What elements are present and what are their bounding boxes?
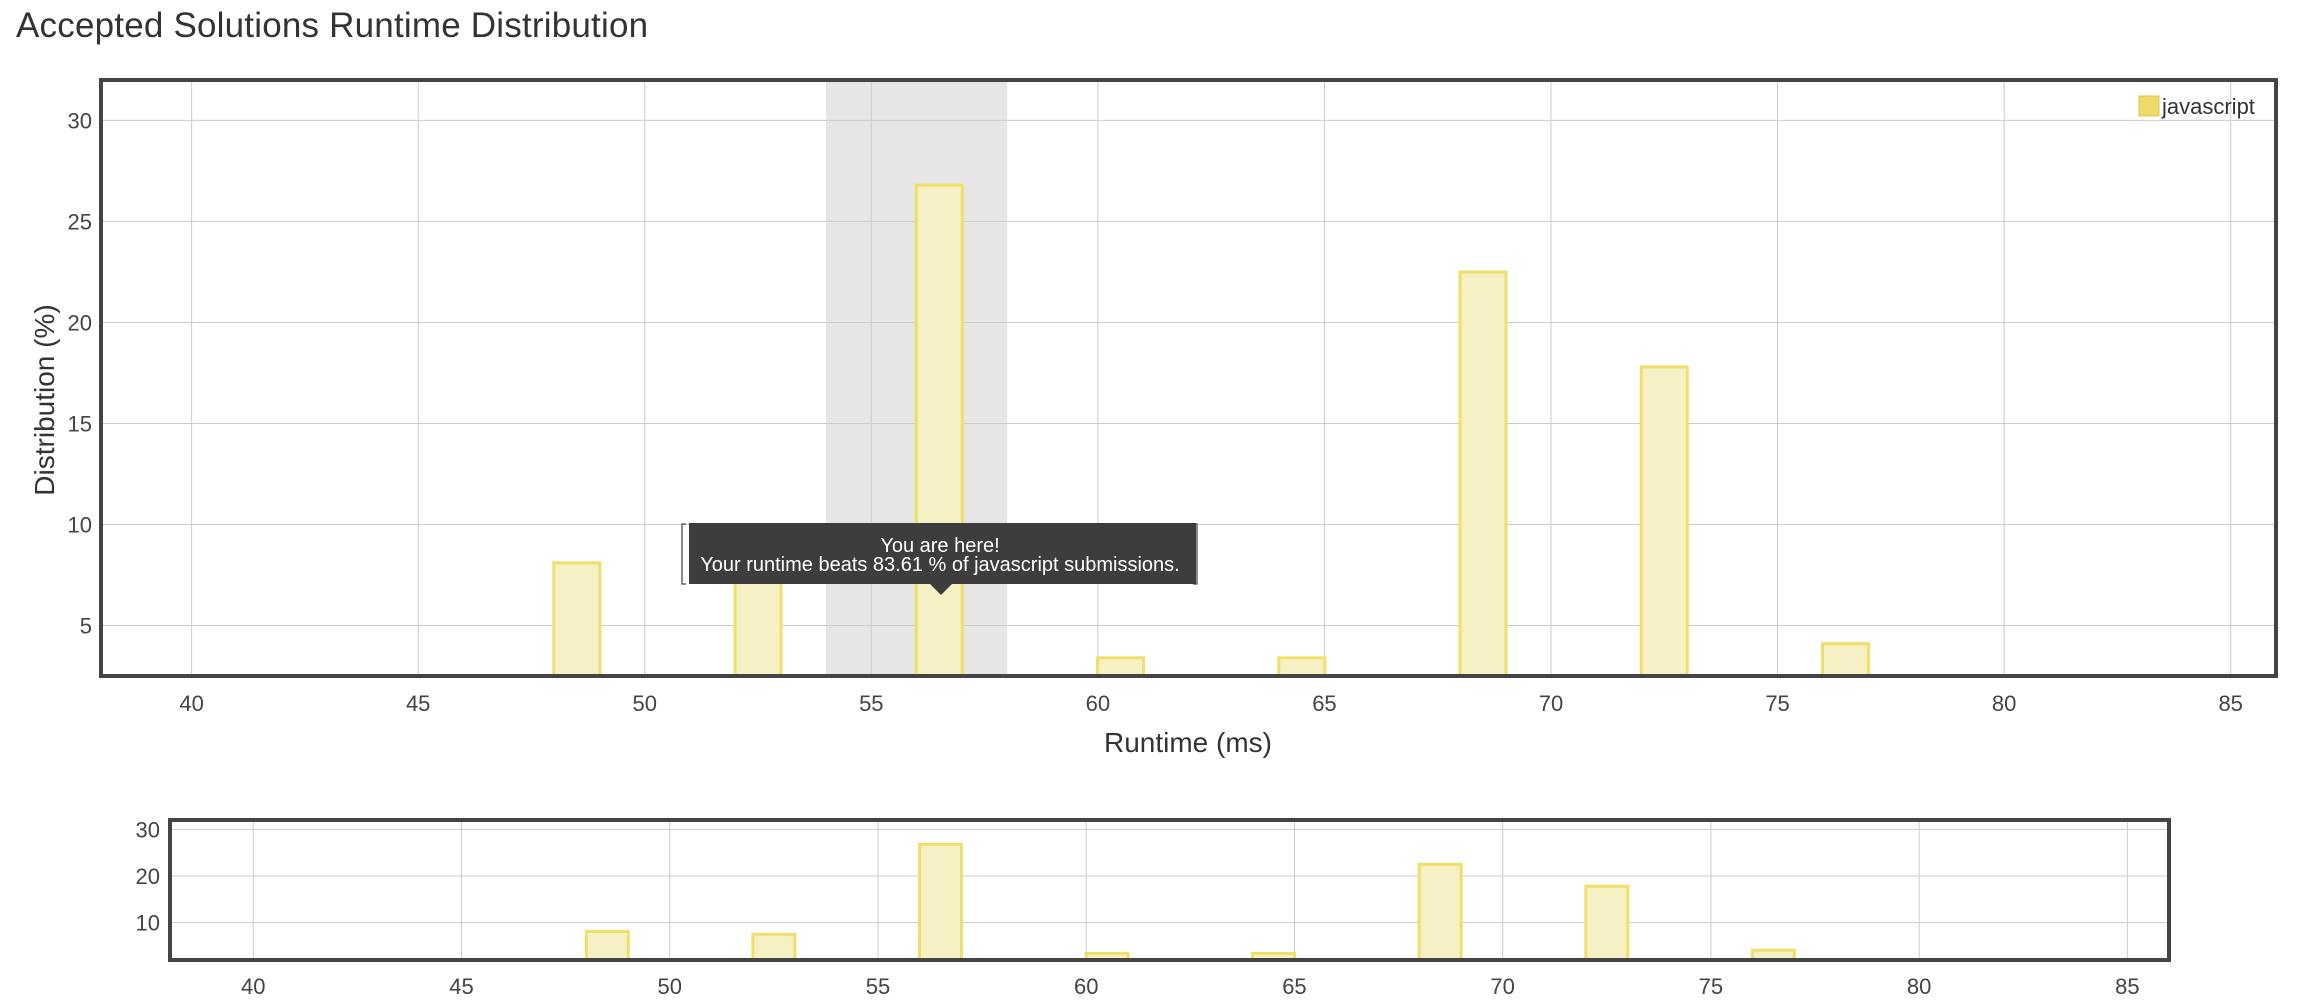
x-tick-label: 55 [859, 691, 883, 716]
bar[interactable] [1821, 642, 1871, 678]
navigator-grid [170, 820, 2169, 960]
bar[interactable] [751, 932, 797, 962]
y-tick-label: 25 [68, 209, 92, 234]
x-tick-label: 85 [2115, 974, 2139, 999]
x-tick-label: 60 [1086, 691, 1110, 716]
bar[interactable] [584, 930, 630, 962]
x-tick-label: 45 [406, 691, 430, 716]
x-tick-label: 55 [866, 974, 890, 999]
y-tick-label: 5 [80, 613, 92, 638]
bar[interactable] [1458, 270, 1508, 678]
y-tick-label: 20 [136, 864, 160, 889]
x-tick-label: 65 [1312, 691, 1336, 716]
x-tick-label: 70 [1539, 691, 1563, 716]
main-plot-frame [99, 78, 2278, 678]
runtime-tooltip: You are here! Your runtime beats 83.61 %… [681, 523, 1198, 595]
bar[interactable] [552, 561, 602, 678]
x-tick-label: 75 [1699, 974, 1723, 999]
page-title: Accepted Solutions Runtime Distribution [16, 6, 649, 45]
main-bars[interactable] [552, 183, 1871, 678]
bar[interactable] [1277, 656, 1327, 678]
main-y-ticks: 5 10 15 20 25 30 [68, 108, 92, 638]
x-tick-label: 50 [658, 974, 682, 999]
y-tick-label: 30 [68, 108, 92, 133]
x-tick-label: 40 [179, 691, 203, 716]
x-tick-label: 85 [2218, 691, 2242, 716]
x-tick-label: 50 [633, 691, 657, 716]
y-tick-label: 20 [68, 310, 92, 335]
bar[interactable] [1096, 656, 1146, 678]
x-tick-label: 80 [1992, 691, 2016, 716]
bar[interactable] [917, 842, 963, 962]
tooltip-bracket-left [681, 523, 686, 585]
tooltip-line-1: You are here! [880, 535, 999, 557]
tooltip-box [689, 523, 1196, 584]
y-tick-label: 15 [68, 411, 92, 436]
navigator-frame[interactable] [168, 818, 2171, 962]
tooltip-pointer [930, 584, 952, 595]
legend-swatch-javascript [2138, 95, 2160, 117]
bar[interactable] [914, 183, 964, 678]
y-tick-label: 30 [136, 817, 160, 842]
x-tick-label: 65 [1282, 974, 1306, 999]
main-grid [101, 80, 2276, 676]
bar[interactable] [1584, 884, 1630, 962]
x-tick-label: 80 [1907, 974, 1931, 999]
x-tick-label: 40 [241, 974, 265, 999]
y-tick-label: 10 [136, 911, 160, 936]
x-tick-label: 75 [1765, 691, 1789, 716]
navigator-x-ticks: 40 45 50 55 60 65 70 75 80 85 [241, 974, 2140, 999]
legend[interactable]: javascript [2138, 94, 2255, 119]
navigator-y-ticks: 10 20 30 [136, 817, 160, 935]
y-tick-label: 10 [68, 512, 92, 537]
bar[interactable] [1417, 862, 1463, 962]
x-tick-label: 45 [449, 974, 473, 999]
y-axis-label: Distribution (%) [29, 304, 60, 495]
main-x-ticks: 40 45 50 55 60 65 70 75 80 85 [179, 691, 2243, 716]
x-axis-label: Runtime (ms) [1104, 727, 1272, 758]
x-tick-label: 70 [1490, 974, 1514, 999]
navigator-bars[interactable] [584, 842, 1796, 962]
bar[interactable] [733, 573, 783, 678]
tooltip-line-2: Your runtime beats 83.61 % of javascript… [700, 554, 1180, 576]
x-tick-label: 60 [1074, 974, 1098, 999]
bar[interactable] [1639, 365, 1689, 678]
legend-label-javascript: javascript [2161, 94, 2255, 119]
